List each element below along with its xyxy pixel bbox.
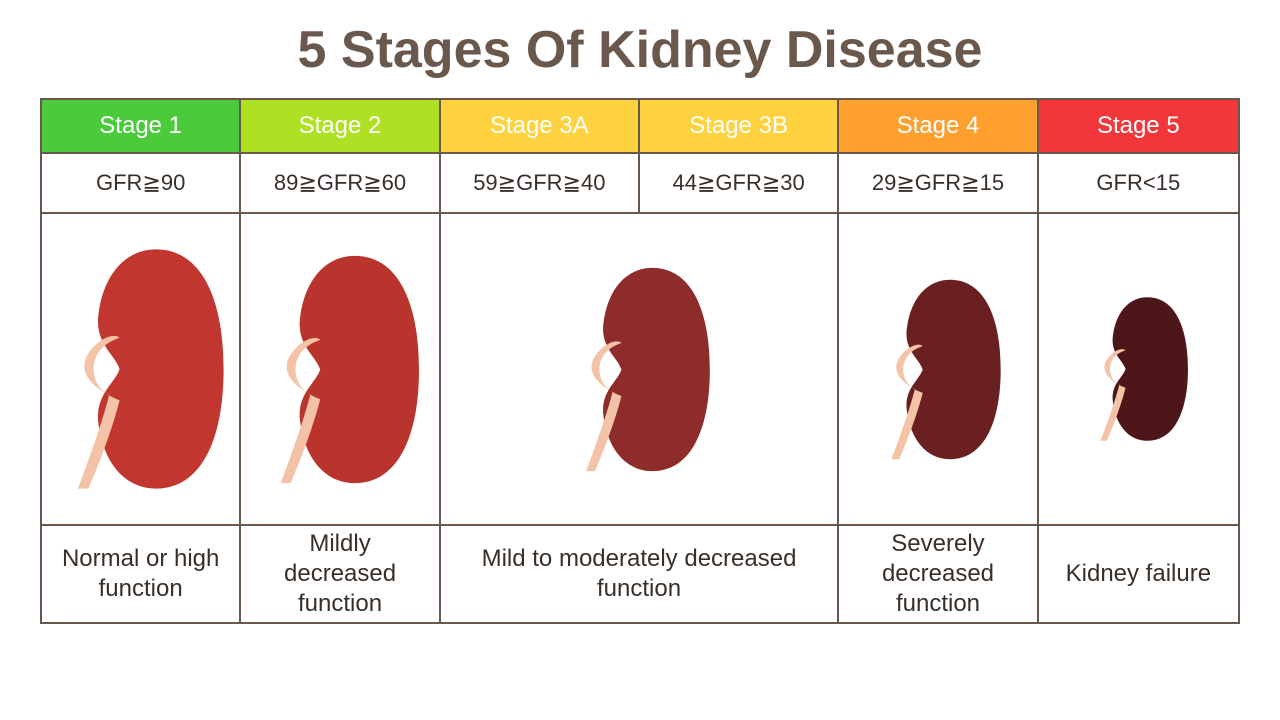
gfr-value: 59≧GFR≧40 xyxy=(441,154,640,212)
gfr-value: 44≧GFR≧30 xyxy=(640,154,839,212)
kidney-row xyxy=(42,212,1238,524)
kidney-cell xyxy=(441,214,840,524)
stage-description: Mild to moderately decreased function xyxy=(441,526,840,622)
header-row: Stage 1 Stage 2 Stage 3A Stage 3B Stage … xyxy=(42,100,1238,152)
gfr-value: GFR<15 xyxy=(1039,154,1238,212)
stage-header: Stage 2 xyxy=(241,100,440,152)
kidney-cell xyxy=(42,214,241,524)
kidney-icon xyxy=(256,246,424,493)
stage-description: Kidney failure xyxy=(1039,526,1238,622)
stage-header: Stage 4 xyxy=(839,100,1038,152)
page-title: 5 Stages Of Kidney Disease xyxy=(298,20,983,80)
gfr-value: 89≧GFR≧60 xyxy=(241,154,440,212)
kidney-icon xyxy=(872,272,1005,467)
kidney-icon xyxy=(52,239,229,499)
gfr-value: GFR≧90 xyxy=(42,154,241,212)
kidney-cell xyxy=(241,214,440,524)
gfr-row: GFR≧90 89≧GFR≧60 59≧GFR≧40 44≧GFR≧30 29≧… xyxy=(42,152,1238,212)
description-row: Normal or high function Mildly decreased… xyxy=(42,524,1238,622)
kidney-icon xyxy=(564,259,714,480)
stage-description: Mildly decreased function xyxy=(241,526,440,622)
stage-description: Normal or high function xyxy=(42,526,241,622)
stage-header: Stage 3B xyxy=(640,100,839,152)
kidney-cell xyxy=(839,214,1038,524)
stages-table: Stage 1 Stage 2 Stage 3A Stage 3B Stage … xyxy=(40,98,1240,624)
gfr-value: 29≧GFR≧15 xyxy=(839,154,1038,212)
stage-description: Severely decreased function xyxy=(839,526,1038,622)
stage-header: Stage 3A xyxy=(441,100,640,152)
kidney-icon xyxy=(1085,291,1191,447)
kidney-cell xyxy=(1039,214,1238,524)
stage-header: Stage 1 xyxy=(42,100,241,152)
stage-header: Stage 5 xyxy=(1039,100,1238,152)
